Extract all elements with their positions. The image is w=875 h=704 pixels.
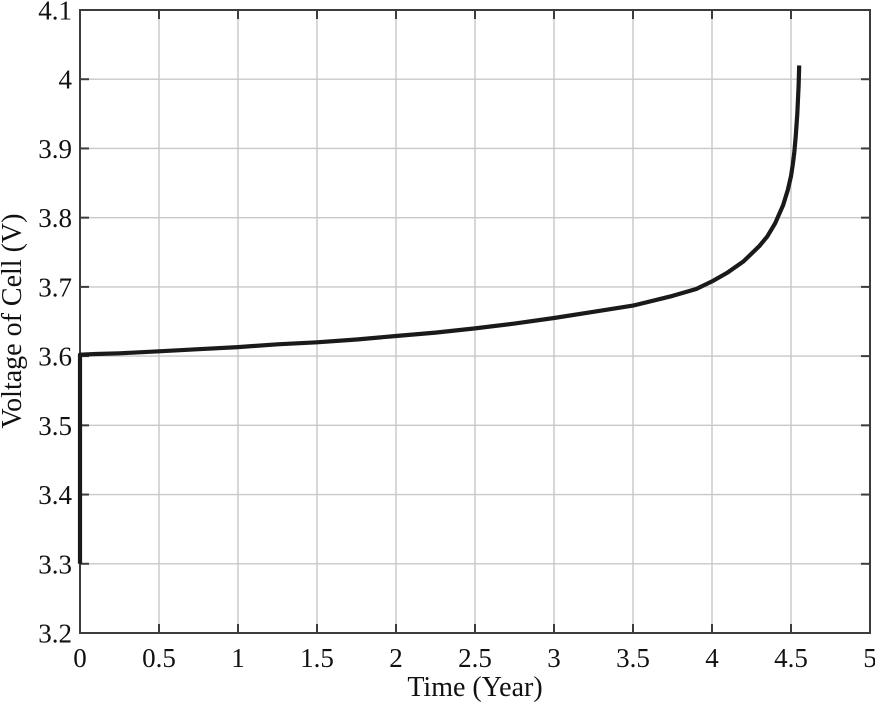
grid-layer xyxy=(80,10,870,633)
y-tick-label: 3.4 xyxy=(38,480,72,510)
x-tick-label: 2 xyxy=(389,643,403,673)
y-axis-label: Voltage of Cell (V) xyxy=(0,214,28,429)
x-tick-label: 0 xyxy=(73,643,87,673)
x-tick-label: 5 xyxy=(863,643,875,673)
x-tick-label: 4 xyxy=(705,643,719,673)
x-tick-label: 4.5 xyxy=(774,643,808,673)
y-tick-label: 3.8 xyxy=(38,203,72,233)
y-tick-label: 3.2 xyxy=(38,619,72,649)
y-tick-label: 3.9 xyxy=(38,134,72,164)
x-axis-label: Time (Year) xyxy=(407,672,542,703)
x-tick-label: 3 xyxy=(547,643,561,673)
x-tick-label: 2.5 xyxy=(458,643,492,673)
tick-labels-layer: 0 0.5 1 1.5 2 2.5 3 3.5 4 4.5 5 3.2 3.3 3.4 3.5 3.6 3.7 3… xyxy=(38,0,875,673)
y-tick-label: 3.7 xyxy=(38,272,72,302)
tick-marks-layer xyxy=(79,9,871,634)
y-tick-label: 4 xyxy=(59,65,73,95)
data-series-layer xyxy=(77,65,802,564)
y-tick-label: 3.3 xyxy=(38,549,72,579)
x-tick-label: 0.5 xyxy=(142,643,176,673)
x-tick-label: 1 xyxy=(231,643,245,673)
x-tick-label: 1.5 xyxy=(300,643,334,673)
y-tick-label: 3.5 xyxy=(38,411,72,441)
y-tick-label: 4.1 xyxy=(38,0,72,26)
voltage-curve xyxy=(77,65,802,564)
y-tick-label: 3.6 xyxy=(38,342,72,372)
x-tick-label: 3.5 xyxy=(616,643,650,673)
